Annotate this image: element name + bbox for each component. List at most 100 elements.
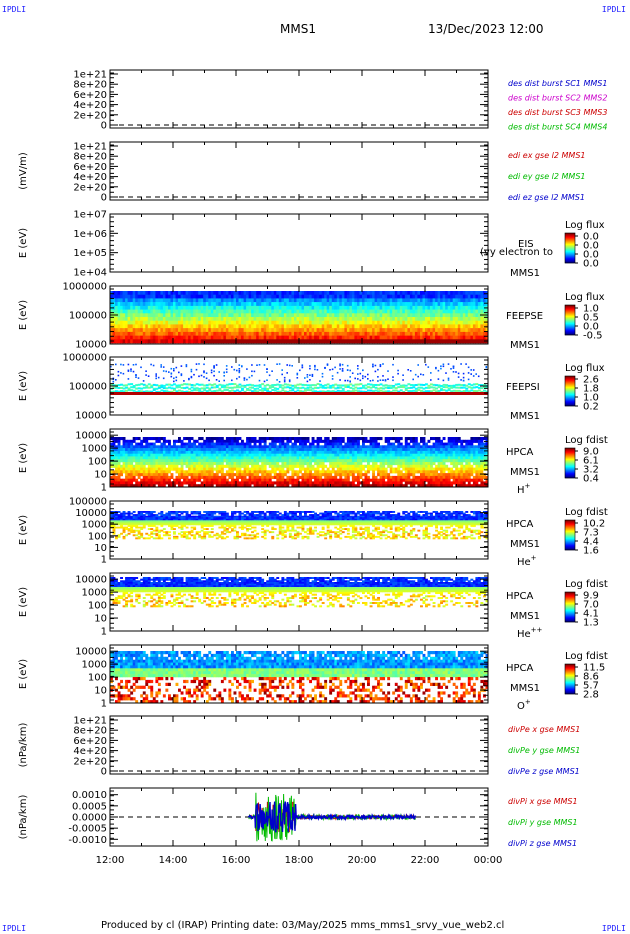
instrument-label: FEEPSI	[506, 382, 540, 393]
y-tick-label: 10	[94, 614, 107, 625]
instrument-label: HPCA	[506, 519, 534, 530]
y-tick-label: 2e+20	[73, 756, 107, 767]
y-tick-label: 100	[88, 673, 107, 684]
y-axis-label: E (eV)	[18, 443, 29, 473]
y-tick-label: -0.0005	[68, 824, 107, 835]
corner-label-bl: IPDLI	[2, 924, 27, 933]
y-tick-label: 0.0010	[72, 790, 107, 801]
instrument-label: HPCA	[506, 663, 534, 674]
spacecraft-label: MMS1	[510, 340, 540, 351]
y-tick-label: 0.0000	[72, 813, 107, 824]
colorbar-tick-label: 0.2	[583, 402, 599, 413]
spectrogram-fill	[110, 291, 489, 344]
legend-entry: divPe x gse MMS1	[508, 725, 580, 734]
y-tick-label: 4e+20	[73, 100, 107, 111]
panel-frame	[109, 141, 489, 201]
y-tick-label: 0	[101, 121, 107, 132]
y-tick-label: 10000	[75, 431, 107, 442]
y-axis-label: (mV/m)	[18, 152, 29, 190]
y-axis-label: E (eV)	[18, 515, 29, 545]
legend-entry: divPi x gse MMS1	[508, 797, 578, 806]
y-tick-label: 0	[101, 767, 107, 778]
y-tick-label: 100	[88, 457, 107, 468]
colorbar	[564, 375, 576, 407]
spectrogram-fill	[110, 511, 489, 540]
panel-4: 1000000 100000 10000 E (eV) FEEPSE MMS1 Log fl…	[18, 282, 605, 352]
y-tick-label: 100000	[69, 382, 107, 393]
overlay-label: (vy electron to	[480, 247, 553, 258]
y-axis-label: (nPa/km)	[18, 795, 29, 840]
legend-entry: divPi z gse MMS1	[508, 839, 577, 848]
y-tick-label: 10	[94, 686, 107, 697]
colorbar-tick-label: 3.2	[583, 465, 599, 476]
instrument-label: HPCA	[506, 591, 534, 602]
y-tick-label: 1e+06	[73, 229, 107, 240]
instrument-label: FEEPSE	[506, 311, 543, 322]
y-tick-label: 100	[88, 531, 107, 542]
y-tick-label: 4e+20	[73, 172, 107, 183]
y-tick-label: 10000	[75, 508, 107, 519]
panel-3: 1e+07 1e+06 1e+05 1e+04 E (eV) EIS MMS1 (vy ele…	[18, 210, 605, 280]
y-tick-label: 1000	[82, 520, 107, 531]
y-tick-label: 100000	[69, 311, 107, 322]
colorbar-title: Log flux	[565, 220, 605, 231]
colorbar-title: Log fdist	[565, 651, 608, 662]
panel-frame	[109, 213, 489, 273]
colorbar-tick-label: 0.0	[583, 241, 599, 252]
y-tick-label: 1000	[82, 444, 107, 455]
legend-entry: divPe z gse MMS1	[508, 767, 580, 776]
colorbar-tick-label: 10.2	[583, 519, 605, 530]
y-tick-label: 1e+21	[73, 142, 107, 153]
y-tick-label: 1000000	[62, 353, 107, 364]
spacecraft-label: MMS1	[510, 411, 540, 422]
colorbar	[564, 519, 576, 551]
colorbar-tick-label: 0.0	[583, 322, 599, 333]
y-tick-label: 10000	[75, 575, 107, 586]
datetime-title: 13/Dec/2023 12:00	[428, 22, 544, 36]
instrument-label: HPCA	[506, 447, 534, 458]
legend-entry: divPi y gse MMS1	[508, 818, 578, 827]
y-tick-label: 4e+20	[73, 746, 107, 757]
colorbar-tick-label: 0.4	[583, 474, 599, 485]
y-tick-label: -0.0010	[68, 835, 107, 846]
corner-label-tl: IPDLI	[2, 5, 27, 14]
y-tick-label: 100000	[69, 497, 107, 508]
colorbar-tick-label: 8.6	[583, 672, 599, 683]
colorbar-title: Log flux	[565, 292, 605, 303]
panel-6: 10000 1000 100 10 1 E (eV) HPCA MMS1 H+ Log fdist…	[18, 428, 608, 496]
y-tick-label: 1000	[82, 660, 107, 671]
y-tick-label: 8e+20	[73, 80, 107, 91]
panel-8: 10000 1000 100 10 1 E (eV) HPCA MMS1 He++ Log fdi…	[18, 572, 608, 640]
legend-entry: edi ex gse l2 MMS1	[508, 151, 586, 160]
x-tick-label: 00:00	[474, 855, 503, 866]
y-tick-label: 1	[101, 555, 107, 566]
spacecraft-label: MMS1	[510, 611, 540, 622]
y-tick-label: 10000	[75, 340, 107, 351]
colorbar-tick-label: 7.0	[583, 600, 599, 611]
colorbar-tick-label: 2.6	[583, 375, 599, 386]
x-tick-label: 16:00	[222, 855, 251, 866]
y-axis-label: E (eV)	[18, 228, 29, 258]
legend-entry: des dist burst SC3 MMS3	[508, 108, 607, 117]
colorbar-tick-label: -0.5	[583, 331, 603, 342]
corner-label-tr: IPDLI	[601, 5, 626, 14]
colorbar-tick-label: 7.3	[583, 528, 599, 539]
y-tick-label: 0	[101, 193, 107, 204]
y-tick-label: 1e+21	[73, 70, 107, 81]
colorbar	[564, 232, 576, 264]
colorbar	[564, 304, 576, 336]
x-tick-label: 20:00	[348, 855, 377, 866]
legend-entry: divPe y gse MMS1	[508, 746, 580, 755]
y-tick-label: 100	[88, 601, 107, 612]
y-tick-label: 1	[101, 483, 107, 494]
y-tick-label: 6e+20	[73, 90, 107, 101]
x-tick-label: 22:00	[411, 855, 440, 866]
y-axis-label: E (eV)	[18, 300, 29, 330]
legend-entry: edi ey gse l2 MMS1	[508, 172, 586, 181]
panel-frame	[109, 715, 489, 775]
